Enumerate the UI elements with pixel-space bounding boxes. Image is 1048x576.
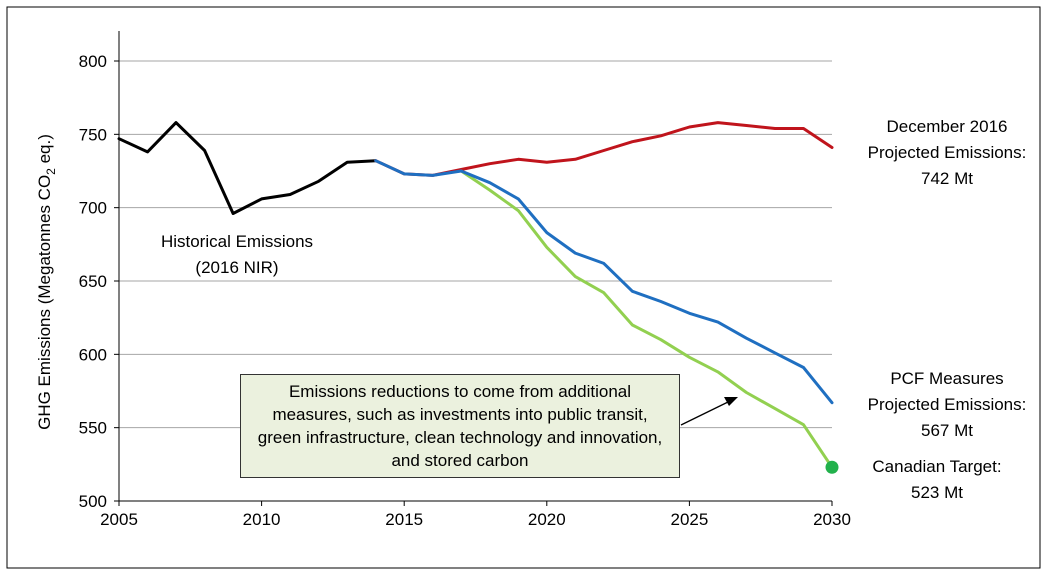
december-label: December 2016 Projected Emissions: 742 M… bbox=[852, 114, 1042, 192]
y-tick-label-700: 700 bbox=[79, 199, 107, 218]
y-tick-label-650: 650 bbox=[79, 272, 107, 291]
december-label-line3: 742 Mt bbox=[921, 169, 973, 188]
y-tick-label-800: 800 bbox=[79, 52, 107, 71]
pcf-label-line2: Projected Emissions: bbox=[867, 395, 1027, 414]
y-axis-label: GHG Emissions (Megatonnes CO2 eq.) bbox=[35, 134, 58, 430]
y-tick-label-550: 550 bbox=[79, 419, 107, 438]
december-label-line1: December 2016 bbox=[886, 117, 1008, 136]
historical-label: Historical Emissions (2016 NIR) bbox=[142, 229, 332, 281]
series-line-historical bbox=[117, 121, 378, 215]
y-axis-label-subscript: 2 bbox=[44, 168, 58, 175]
target-label: Canadian Target: 523 Mt bbox=[852, 454, 1022, 506]
chart-frame bbox=[6, 6, 1041, 569]
x-tick-label-2015: 2015 bbox=[385, 510, 423, 529]
series-line-pcf bbox=[374, 159, 834, 405]
x-tick-label-2025: 2025 bbox=[670, 510, 708, 529]
target-label-line2: 523 Mt bbox=[911, 483, 963, 502]
series-lines bbox=[117, 121, 834, 469]
pcf-label-line3: 567 Mt bbox=[921, 421, 973, 440]
series-line-december bbox=[374, 121, 834, 177]
additional-measures-callout: Emissions reductions to come from additi… bbox=[240, 374, 680, 478]
axes bbox=[118, 31, 832, 502]
y-tick-label-600: 600 bbox=[79, 345, 107, 364]
target-point-marker bbox=[825, 460, 839, 474]
additional-measures-text: Emissions reductions to come from additi… bbox=[257, 382, 663, 470]
pcf-label-line1: PCF Measures bbox=[890, 369, 1004, 388]
december-label-line2: Projected Emissions: bbox=[867, 143, 1027, 162]
y-tick-label-750: 750 bbox=[79, 125, 107, 144]
x-axis-ticks: 2005 2010 2015 2020 2025 2030 bbox=[100, 501, 851, 529]
markers bbox=[825, 460, 839, 474]
x-tick-label-2020: 2020 bbox=[528, 510, 566, 529]
y-tick-label-500: 500 bbox=[79, 492, 107, 511]
annotation-arrow bbox=[680, 401, 729, 426]
series-line-additional bbox=[459, 169, 834, 469]
gridlines bbox=[119, 60, 832, 429]
x-tick-label-2005: 2005 bbox=[100, 510, 138, 529]
x-tick-label-2010: 2010 bbox=[243, 510, 281, 529]
y-axis-ticks: 500 550 600 650 700 750 800 bbox=[79, 52, 119, 511]
x-tick-label-2030: 2030 bbox=[813, 510, 851, 529]
pcf-label: PCF Measures Projected Emissions: 567 Mt bbox=[852, 366, 1042, 444]
target-label-line1: Canadian Target: bbox=[872, 457, 1002, 476]
historical-label-line2: (2016 NIR) bbox=[195, 258, 279, 277]
y-axis-label-tail: eq.) bbox=[35, 134, 54, 168]
annotation-arrowhead bbox=[724, 397, 738, 406]
historical-label-line1: Historical Emissions bbox=[160, 232, 314, 251]
